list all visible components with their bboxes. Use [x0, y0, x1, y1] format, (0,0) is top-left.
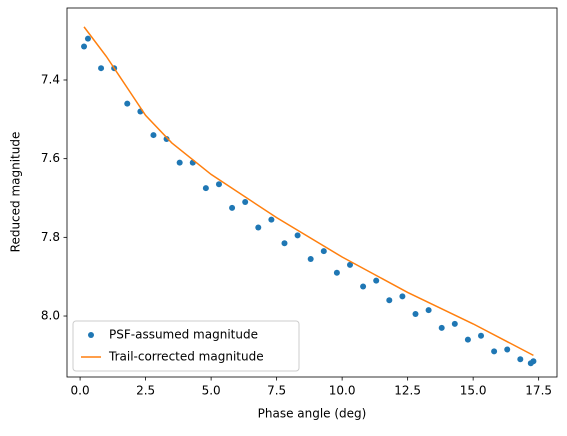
x-tick-label: 10.0 [329, 384, 356, 398]
x-tick-label: 7.5 [267, 384, 286, 398]
data-point [333, 269, 340, 276]
legend-marker [88, 332, 94, 338]
data-point [294, 232, 301, 239]
data-line [83, 26, 534, 357]
data-point [386, 297, 393, 304]
y-axis-label: Reduced magnitude [9, 132, 23, 253]
data-point [464, 336, 471, 343]
data-point [202, 185, 209, 192]
plot-frame [66, 7, 558, 378]
data-point [504, 346, 511, 353]
legend-label: PSF-assumed magnitude [109, 328, 258, 342]
data-point [425, 307, 432, 314]
data-point [242, 198, 249, 205]
data-point [438, 324, 445, 331]
x-tick-label: 0.0 [71, 384, 90, 398]
legend-box [72, 320, 300, 372]
x-axis-label: Phase angle (deg) [258, 407, 367, 421]
data-point [412, 311, 419, 318]
data-point [81, 43, 88, 50]
y-tick-label: 8.0 [41, 309, 60, 323]
y-tick-label: 7.8 [41, 230, 60, 244]
x-tick-label: 12.5 [394, 384, 421, 398]
data-point [307, 255, 314, 262]
data-point [373, 277, 380, 284]
data-point [399, 293, 406, 300]
data-point [360, 283, 367, 290]
data-point [229, 204, 236, 211]
x-tick-label: 15.0 [460, 384, 487, 398]
data-point [517, 356, 524, 363]
x-tick-label: 5.0 [202, 384, 221, 398]
legend-label: Trail-corrected magnitude [108, 350, 264, 364]
data-point [150, 132, 157, 139]
data-point [320, 248, 327, 255]
data-point [451, 320, 458, 327]
data-point [268, 216, 275, 223]
data-point [163, 135, 170, 142]
data-point [478, 332, 485, 339]
data-point [98, 65, 105, 72]
data-point [176, 159, 183, 166]
data-point [124, 100, 131, 107]
data-point [84, 35, 91, 42]
y-tick-label: 7.4 [41, 72, 60, 86]
x-tick-label: 17.5 [525, 384, 552, 398]
data-point [491, 348, 498, 355]
x-tick-label: 2.5 [136, 384, 155, 398]
data-point [346, 261, 353, 268]
data-point [527, 360, 534, 367]
data-point [255, 224, 262, 231]
data-point [281, 240, 288, 247]
data-point [215, 181, 222, 188]
y-tick-label: 7.6 [41, 151, 60, 165]
